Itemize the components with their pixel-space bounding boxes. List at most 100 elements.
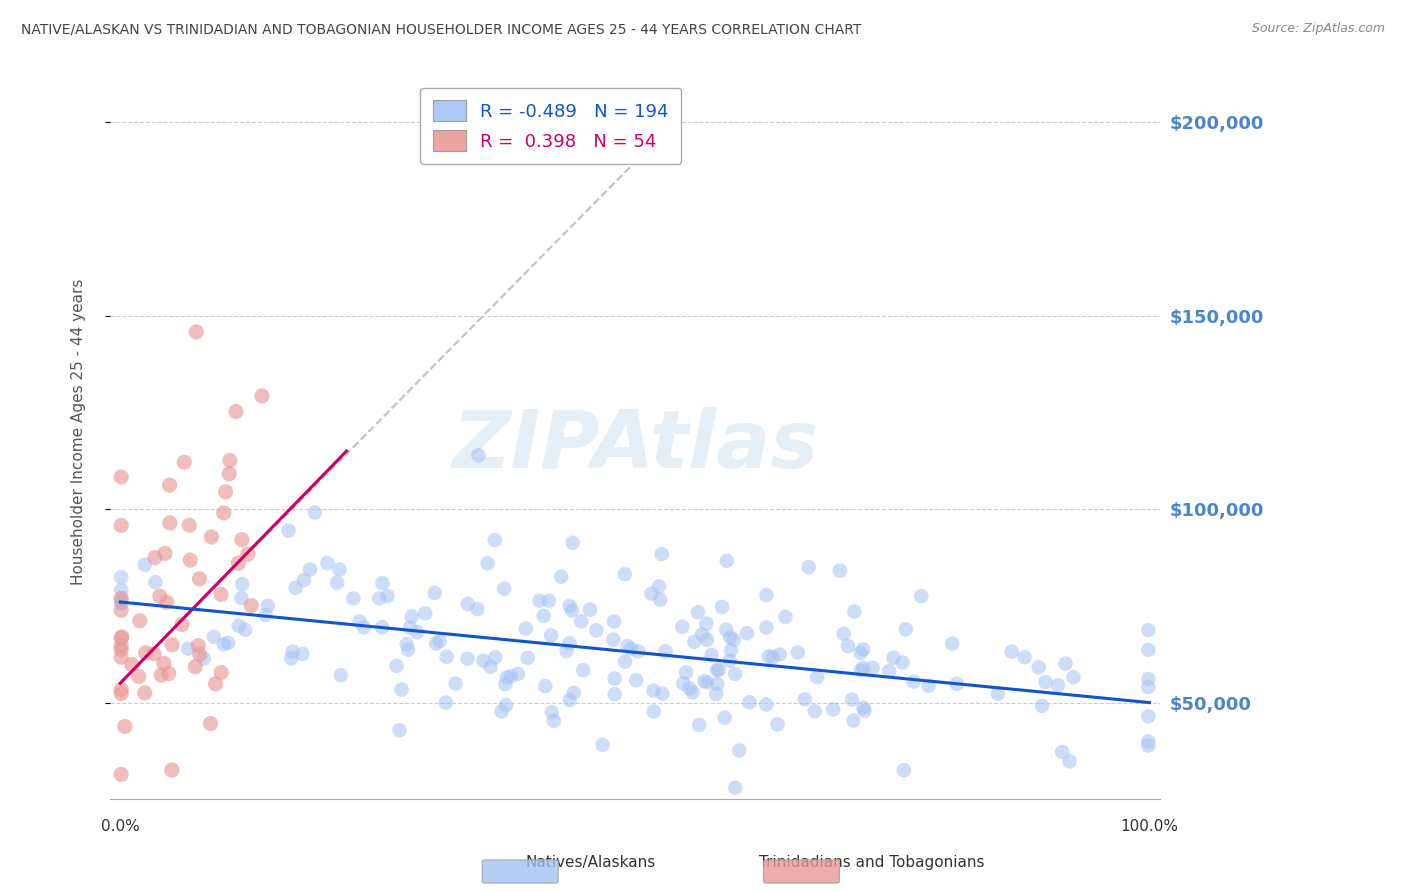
Point [353, 620, 375, 634]
Point [484, 650, 506, 665]
Point [160, 638, 183, 652]
Point [368, 591, 391, 606]
Point [218, 453, 240, 467]
Point [569, 615, 592, 629]
Point [714, 623, 737, 637]
Point [1054, 657, 1077, 671]
Point [281, 645, 304, 659]
Point [212, 506, 235, 520]
Point [529, 593, 551, 607]
Point [837, 639, 859, 653]
Point [477, 556, 499, 570]
Point [495, 671, 517, 685]
Point [803, 704, 825, 718]
Point [758, 649, 780, 664]
Point [254, 607, 277, 622]
Point [484, 533, 506, 547]
Point [150, 668, 173, 682]
Point [650, 592, 672, 607]
Point [675, 665, 697, 680]
Point [624, 673, 647, 688]
Point [643, 683, 665, 698]
Point [444, 676, 467, 690]
Point [479, 660, 502, 674]
Point [231, 591, 253, 605]
Point [110, 583, 132, 598]
Point [217, 636, 239, 650]
Point [540, 705, 562, 719]
Point [128, 669, 150, 683]
Point [678, 681, 700, 696]
Point [1028, 660, 1050, 674]
Point [718, 654, 741, 668]
Text: NATIVE/ALASKAN VS TRINIDADIAN AND TOBAGONIAN HOUSEHOLDER INCOME AGES 25 - 44 YEA: NATIVE/ALASKAN VS TRINIDADIAN AND TOBAGO… [21, 22, 862, 37]
Point [1137, 680, 1160, 694]
Point [711, 599, 734, 614]
Point [762, 650, 785, 665]
Point [110, 597, 132, 611]
Point [292, 573, 315, 587]
Point [111, 630, 134, 644]
Point [423, 586, 446, 600]
Point [396, 642, 419, 657]
Point [558, 693, 581, 707]
Point [506, 666, 529, 681]
Point [212, 637, 235, 651]
Point [945, 677, 967, 691]
Point [700, 648, 723, 662]
Point [179, 518, 201, 533]
Point [371, 620, 394, 634]
Point [516, 651, 538, 665]
Point [110, 631, 132, 645]
Point [534, 679, 557, 693]
Point [110, 591, 132, 606]
Point [917, 679, 939, 693]
Point [602, 632, 624, 647]
Point [145, 575, 167, 590]
Point [457, 651, 479, 665]
Point [193, 651, 215, 665]
Point [134, 558, 156, 572]
Point [240, 599, 263, 613]
Point [723, 632, 745, 647]
Point [143, 647, 166, 661]
Point [110, 570, 132, 584]
Point [177, 641, 200, 656]
Legend: R = -0.489   N = 194, R =  0.398   N = 54: R = -0.489 N = 194, R = 0.398 N = 54 [420, 87, 681, 164]
Point [1137, 709, 1160, 723]
Point [391, 682, 413, 697]
Point [832, 626, 855, 640]
Point [329, 562, 352, 576]
Point [406, 625, 429, 640]
Point [236, 547, 259, 561]
Point [399, 621, 422, 635]
Point [672, 676, 695, 690]
Point [718, 631, 741, 645]
Point [110, 767, 132, 781]
Point [540, 628, 562, 642]
Point [797, 560, 820, 574]
Point [209, 587, 232, 601]
Point [755, 620, 778, 634]
Point [883, 650, 905, 665]
Point [371, 576, 394, 591]
Point [204, 677, 226, 691]
Point [561, 603, 583, 617]
Point [769, 648, 792, 662]
Point [499, 669, 522, 683]
Point [755, 698, 778, 712]
Point [329, 668, 352, 682]
Text: 0.0%: 0.0% [101, 819, 139, 834]
Point [695, 616, 717, 631]
Point [704, 687, 727, 701]
Point [844, 605, 866, 619]
Point [766, 717, 789, 731]
Point [395, 637, 418, 651]
Point [682, 685, 704, 699]
Point [1137, 734, 1160, 748]
Text: Source: ZipAtlas.com: Source: ZipAtlas.com [1251, 22, 1385, 36]
Point [121, 657, 143, 672]
Point [159, 516, 181, 530]
Point [515, 622, 537, 636]
Point [592, 738, 614, 752]
